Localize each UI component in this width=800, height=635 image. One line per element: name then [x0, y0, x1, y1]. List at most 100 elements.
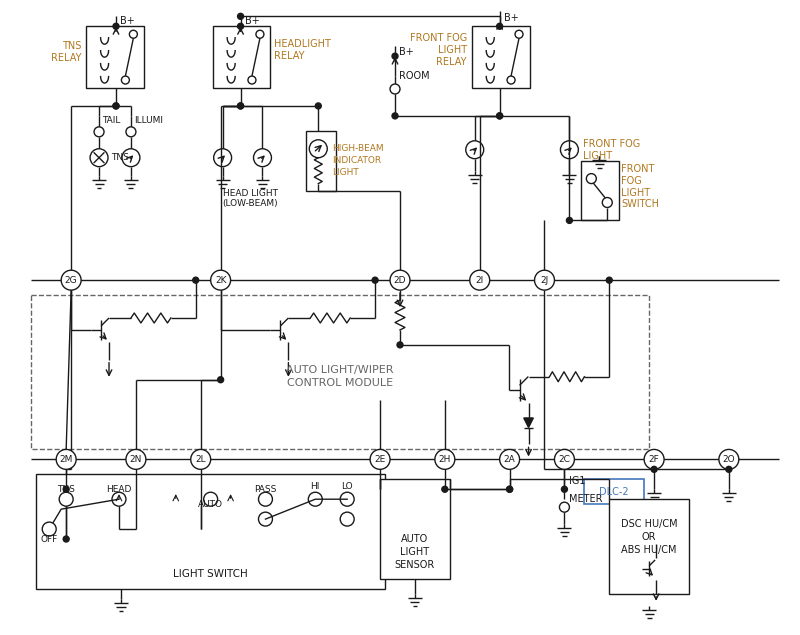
- Circle shape: [113, 103, 119, 109]
- Text: ABS HU/CM: ABS HU/CM: [622, 545, 677, 555]
- Text: HIGH-BEAM: HIGH-BEAM: [332, 144, 384, 153]
- Circle shape: [256, 30, 264, 38]
- Circle shape: [497, 23, 502, 29]
- Polygon shape: [524, 418, 534, 427]
- Circle shape: [310, 140, 327, 157]
- Text: LIGHT SWITCH: LIGHT SWITCH: [174, 569, 248, 579]
- Bar: [306, 131, 336, 190]
- Text: SENSOR: SENSOR: [395, 560, 435, 570]
- Bar: [584, 479, 644, 504]
- Circle shape: [308, 492, 322, 506]
- Circle shape: [370, 450, 390, 469]
- Text: FOG: FOG: [622, 176, 642, 185]
- Circle shape: [218, 377, 224, 383]
- Circle shape: [238, 13, 243, 19]
- Circle shape: [90, 149, 108, 166]
- Circle shape: [470, 271, 490, 290]
- Text: LIGHT: LIGHT: [438, 45, 466, 55]
- Circle shape: [94, 127, 104, 137]
- Text: LIGHT: LIGHT: [400, 547, 430, 557]
- Circle shape: [442, 486, 448, 492]
- Circle shape: [258, 492, 273, 506]
- Circle shape: [204, 492, 218, 506]
- Text: 2A: 2A: [504, 455, 515, 464]
- Text: ILLUMI: ILLUMI: [134, 116, 163, 125]
- Text: FRONT FOG: FRONT FOG: [410, 33, 466, 43]
- Text: 2D: 2D: [394, 276, 406, 284]
- Circle shape: [42, 522, 56, 536]
- Text: LO: LO: [342, 482, 353, 491]
- Circle shape: [561, 141, 578, 159]
- Text: DSC HU/CM: DSC HU/CM: [621, 519, 678, 529]
- Circle shape: [559, 502, 570, 512]
- Circle shape: [210, 271, 230, 290]
- Text: 2F: 2F: [649, 455, 659, 464]
- Text: TNS: TNS: [62, 41, 81, 51]
- Circle shape: [113, 103, 119, 109]
- Text: METER: METER: [570, 494, 603, 504]
- Text: 2J: 2J: [540, 276, 549, 284]
- Text: TAIL: TAIL: [102, 116, 121, 125]
- Bar: [36, 474, 385, 589]
- Bar: [472, 26, 530, 88]
- Circle shape: [56, 450, 76, 469]
- Circle shape: [315, 103, 322, 109]
- Circle shape: [435, 450, 455, 469]
- Text: 2N: 2N: [130, 455, 142, 464]
- Circle shape: [63, 536, 69, 542]
- Text: TNS: TNS: [58, 485, 75, 494]
- Circle shape: [507, 76, 515, 84]
- Bar: [380, 479, 450, 579]
- Circle shape: [392, 113, 398, 119]
- Text: AUTO LIGHT/WIPER: AUTO LIGHT/WIPER: [286, 364, 394, 375]
- Text: ROOM: ROOM: [399, 71, 430, 81]
- Circle shape: [392, 53, 398, 59]
- Circle shape: [340, 512, 354, 526]
- Text: HEAD: HEAD: [106, 485, 132, 494]
- Circle shape: [497, 113, 502, 119]
- Circle shape: [554, 450, 574, 469]
- Circle shape: [59, 492, 73, 506]
- Text: HI: HI: [310, 482, 320, 491]
- Circle shape: [63, 486, 69, 492]
- Text: FRONT: FRONT: [622, 164, 654, 173]
- Bar: [610, 499, 689, 594]
- Text: IG1: IG1: [570, 476, 586, 486]
- Circle shape: [190, 450, 210, 469]
- Circle shape: [606, 277, 612, 283]
- Text: SWITCH: SWITCH: [622, 199, 659, 210]
- Circle shape: [238, 103, 243, 109]
- Text: INDICATOR: INDICATOR: [332, 156, 382, 165]
- Text: AUTO: AUTO: [402, 534, 429, 544]
- Bar: [213, 26, 270, 88]
- Bar: [31, 295, 649, 450]
- Circle shape: [126, 127, 136, 137]
- Circle shape: [258, 512, 273, 526]
- Circle shape: [372, 277, 378, 283]
- Circle shape: [122, 149, 140, 166]
- Circle shape: [248, 76, 256, 84]
- Circle shape: [390, 271, 410, 290]
- Text: LIGHT: LIGHT: [583, 150, 613, 161]
- Text: HEADLIGHT: HEADLIGHT: [274, 39, 331, 49]
- Text: OR: OR: [642, 532, 656, 542]
- Text: HEAD LIGHT: HEAD LIGHT: [222, 189, 278, 198]
- Circle shape: [497, 113, 502, 119]
- Text: 2G: 2G: [65, 276, 78, 284]
- Circle shape: [254, 149, 271, 166]
- Circle shape: [726, 466, 732, 472]
- Circle shape: [515, 30, 523, 38]
- Circle shape: [238, 23, 243, 29]
- Circle shape: [534, 271, 554, 290]
- Circle shape: [500, 450, 519, 469]
- Text: 2I: 2I: [475, 276, 484, 284]
- Text: CONTROL MODULE: CONTROL MODULE: [287, 378, 394, 388]
- Text: FRONT FOG: FRONT FOG: [583, 139, 641, 149]
- Circle shape: [651, 466, 657, 472]
- Circle shape: [506, 486, 513, 492]
- Text: 2K: 2K: [215, 276, 226, 284]
- Text: TNS: TNS: [111, 153, 129, 162]
- Circle shape: [112, 492, 126, 506]
- Text: LIGHT: LIGHT: [622, 187, 650, 197]
- Circle shape: [719, 450, 739, 469]
